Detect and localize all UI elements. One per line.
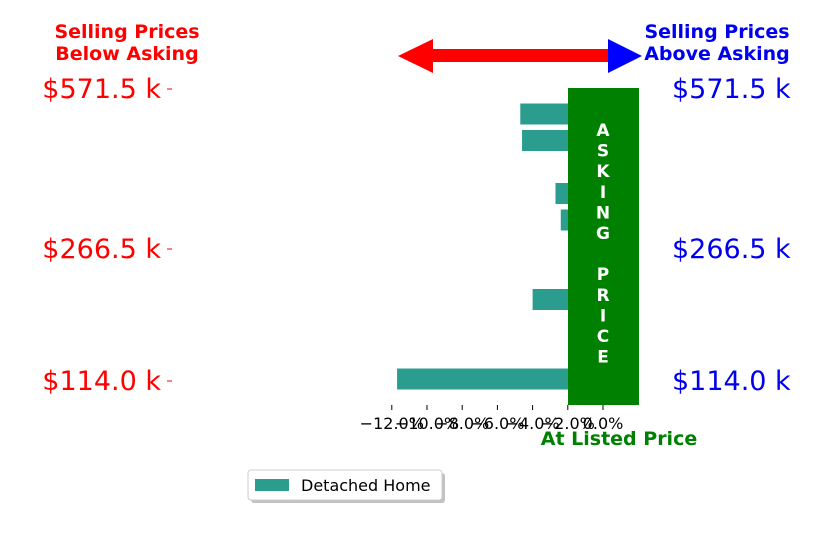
asking-price-letter: R <box>596 286 609 306</box>
y-tick-labels-left: $114.0 k $266.5 k $571.5 k <box>42 74 172 397</box>
x-tick-label: 0.0% <box>583 414 624 433</box>
asking-price-letter: S <box>597 142 609 162</box>
x-tick-label: −2.0% <box>541 414 595 433</box>
legend-swatch <box>255 479 289 491</box>
x-tick-label: −4.0% <box>506 414 560 433</box>
y-tick-labels-right: $114.0 k $266.5 k $571.5 k <box>672 74 791 397</box>
y-tick-label-left: $266.5 k <box>42 234 161 265</box>
double-arrow-icon <box>398 39 642 73</box>
left-heading-line2: Below Asking <box>55 43 198 65</box>
legend-label: Detached Home <box>301 476 431 495</box>
asking-price-letter: G <box>596 224 610 244</box>
left-heading-line1: Selling Prices <box>54 21 199 43</box>
y-tick-label-right: $114.0 k <box>672 366 791 397</box>
asking-price-band <box>568 88 639 405</box>
right-heading-line1: Selling Prices <box>644 21 789 43</box>
asking-price-letter: K <box>596 162 610 182</box>
asking-price-letter: I <box>600 306 606 326</box>
y-tick-label-left: $571.5 k <box>42 74 161 105</box>
x-tick-label: −6.0% <box>470 414 524 433</box>
legend: Detached Home <box>247 469 445 503</box>
bar <box>397 368 603 390</box>
at-listed-price-label: At Listed Price <box>541 428 697 450</box>
asking-price-letter: P <box>597 265 609 285</box>
x-tick-label: −12.0% <box>360 414 424 433</box>
right-heading-line2: Above Asking <box>644 43 790 65</box>
asking-price-letter: A <box>596 121 610 141</box>
x-tick-label: −10.0% <box>395 414 459 433</box>
asking-price-letter: C <box>597 327 609 347</box>
y-tick-label-right: $571.5 k <box>672 74 791 105</box>
asking-price-letter: I <box>600 183 606 203</box>
asking-price-letter: N <box>596 203 610 223</box>
x-tick-label: −8.0% <box>435 414 489 433</box>
asking-price-letter: E <box>597 348 609 368</box>
x-axis: −12.0%−10.0%−8.0%−6.0%−4.0%−2.0%0.0% <box>360 405 624 433</box>
y-tick-label-left: $114.0 k <box>42 366 161 397</box>
y-tick-label-right: $266.5 k <box>672 234 791 265</box>
